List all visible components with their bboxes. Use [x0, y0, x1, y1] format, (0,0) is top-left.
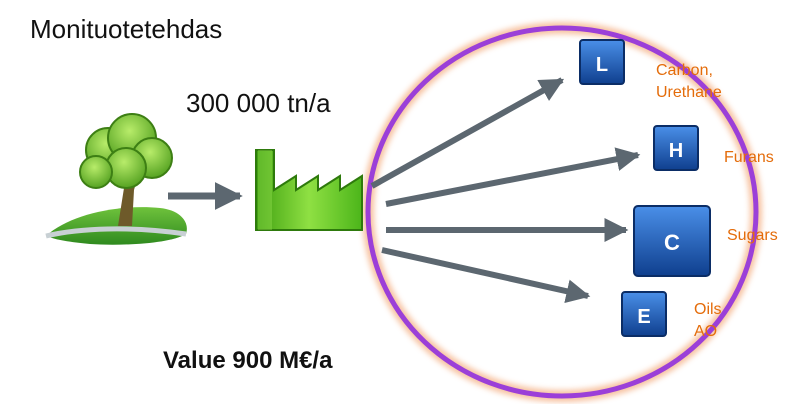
output-arrows [370, 77, 641, 304]
tree-on-hill-icon [45, 113, 187, 245]
product-e-letter: E [637, 306, 650, 328]
product-h: H Furans [653, 125, 774, 171]
value-label: Value 900 M€/a [163, 347, 333, 374]
capacity-label: 300 000 tn/a [186, 88, 331, 118]
product-e: E Oils AO [621, 291, 726, 340]
product-l-label: Carbon, Urethane [656, 62, 722, 101]
factory-icon [255, 149, 363, 231]
product-l-line-1: Carbon, [656, 62, 713, 79]
product-c-line-1: Sugars [727, 227, 778, 244]
arrow-to-l [370, 77, 565, 189]
product-h-letter: H [669, 140, 683, 162]
product-l-letter: L [596, 54, 608, 76]
product-c-label: Sugars [727, 227, 778, 244]
product-e-line-2: AO [694, 323, 717, 340]
diagram-title: Monituotetehdas [30, 14, 222, 44]
product-c-letter: C [664, 230, 680, 255]
product-e-line-1: Oils [694, 301, 722, 318]
arrow-to-h [385, 147, 641, 207]
product-l-line-2: Urethane [656, 84, 722, 101]
product-circle [362, 22, 762, 402]
product-h-label: Furans [724, 149, 774, 166]
product-h-line-1: Furans [724, 149, 774, 166]
arrow-to-e [381, 247, 591, 304]
product-c: C Sugars [633, 205, 778, 277]
product-e-label: Oils AO [694, 301, 726, 340]
product-l: L Carbon, Urethane [579, 39, 722, 101]
